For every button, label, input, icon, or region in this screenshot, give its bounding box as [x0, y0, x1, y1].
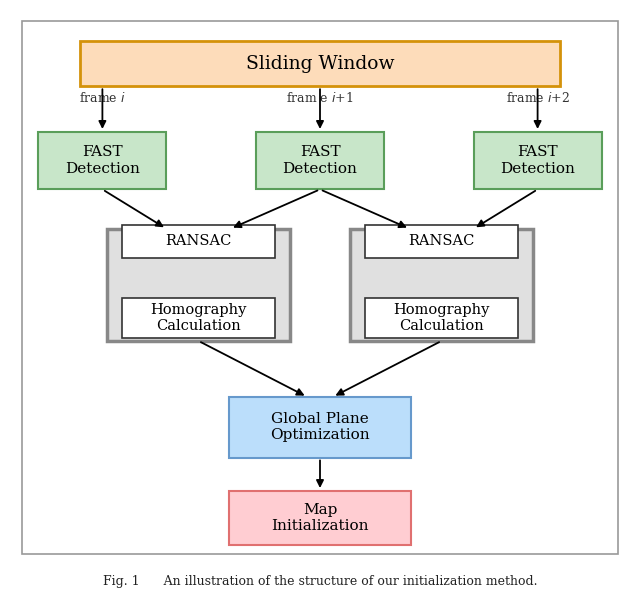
- Text: Fig. 1      An illustration of the structure of our initialization method.: Fig. 1 An illustration of the structure …: [103, 575, 537, 588]
- Bar: [122, 298, 275, 338]
- Text: fram e $\mathit{i}$+1: fram e $\mathit{i}$+1: [286, 91, 354, 105]
- Bar: [474, 132, 602, 189]
- Bar: [108, 228, 290, 341]
- Bar: [229, 397, 412, 458]
- Text: RANSAC: RANSAC: [165, 234, 232, 248]
- Text: Homography
Calculation: Homography Calculation: [394, 303, 490, 333]
- Text: frame $\mathit{i}$+2: frame $\mathit{i}$+2: [506, 91, 570, 105]
- Bar: [365, 298, 518, 338]
- Bar: [122, 224, 275, 258]
- Text: FAST
Detection: FAST Detection: [500, 145, 575, 176]
- Text: Sliding Window: Sliding Window: [246, 55, 394, 73]
- Text: Map
Initialization: Map Initialization: [271, 503, 369, 533]
- Text: FAST
Detection: FAST Detection: [65, 145, 140, 176]
- Bar: [80, 41, 560, 87]
- Text: FAST
Detection: FAST Detection: [283, 145, 357, 176]
- Text: frame $\mathit{i}$: frame $\mathit{i}$: [79, 91, 125, 105]
- Text: RANSAC: RANSAC: [408, 234, 475, 248]
- Bar: [351, 228, 532, 341]
- Bar: [38, 132, 166, 189]
- Text: Homography
Calculation: Homography Calculation: [150, 303, 246, 333]
- Bar: [229, 491, 412, 545]
- Bar: [365, 224, 518, 258]
- Bar: [22, 21, 618, 554]
- Text: Global Plane
Optimization: Global Plane Optimization: [270, 412, 370, 442]
- Bar: [256, 132, 384, 189]
